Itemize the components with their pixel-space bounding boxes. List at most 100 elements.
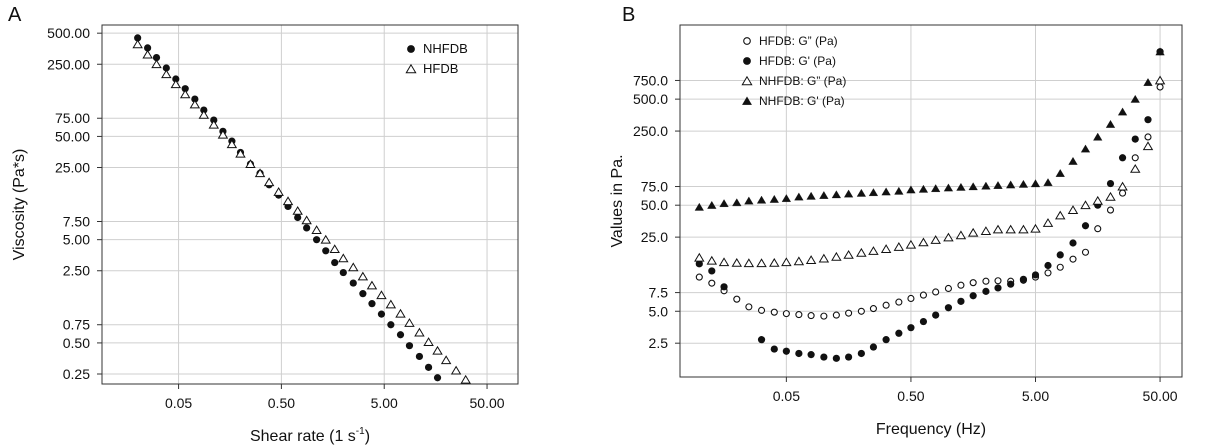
x-axis-label-close: ): [365, 428, 370, 445]
data-point: [144, 44, 152, 52]
data-point: [770, 308, 778, 316]
data-point: [745, 303, 753, 311]
data-point: [955, 230, 967, 240]
y-tick-label: 0.75: [63, 317, 90, 333]
data-point: [731, 257, 743, 267]
data-point: [957, 297, 965, 305]
data-point: [1005, 224, 1016, 234]
data-point: [414, 327, 425, 337]
data-point: [396, 331, 405, 339]
data-point: [1042, 218, 1054, 227]
data-point: [226, 139, 238, 149]
data-point: [387, 321, 395, 329]
legend-marker: [405, 63, 417, 74]
data-point: [806, 191, 816, 200]
data-point: [781, 194, 791, 202]
data-point: [969, 292, 977, 300]
x-axis-label: Shear rate (1 s-1): [250, 426, 370, 445]
data-point: [460, 374, 471, 384]
y-tick-label: 50.00: [55, 128, 90, 144]
data-point: [273, 187, 284, 196]
data-point: [1130, 94, 1140, 103]
data-point: [869, 343, 878, 351]
plot-frame: [679, 24, 1183, 378]
y-tick-label: 750.0: [633, 72, 668, 88]
data-point: [944, 304, 953, 312]
x-tick-label: 5.00: [371, 395, 398, 411]
data-point: [1105, 120, 1116, 128]
data-point: [320, 234, 331, 244]
series-4: [694, 47, 1165, 211]
legend-marker: [743, 57, 751, 65]
data-point: [1056, 263, 1064, 271]
data-point: [968, 182, 978, 191]
data-point: [181, 85, 189, 93]
data-point: [294, 213, 302, 222]
data-point: [1018, 179, 1029, 188]
series-1: [695, 83, 1164, 320]
data-point: [1068, 156, 1078, 165]
data-point: [932, 288, 940, 296]
data-point: [832, 354, 840, 362]
data-point: [450, 365, 462, 375]
data-point: [993, 181, 1003, 189]
y-tick-label: 7.5: [649, 285, 669, 301]
data-point: [895, 298, 903, 306]
data-point: [820, 353, 828, 361]
y-tick-label: 500.0: [633, 91, 668, 107]
data-point: [338, 253, 349, 263]
legend-marker: [743, 37, 751, 45]
data-point: [994, 277, 1002, 285]
data-point: [415, 352, 424, 361]
data-point: [708, 279, 716, 287]
viscosity-chart: 0.05 0.50 5.00 50.00 500.00 250.00 75.00 50.00 2…: [11, 24, 519, 445]
y-axis-label: Viscosity (Pa*s): [11, 149, 28, 261]
data-point: [967, 227, 979, 237]
y-tick-label: 75.00: [55, 110, 90, 126]
data-point: [245, 159, 256, 168]
legend-label: NHFDB: G' (Pa): [759, 94, 845, 108]
data-point: [1142, 141, 1154, 151]
data-point: [980, 226, 992, 236]
modulus-chart: 0.05 0.50 5.00 50.00 750.0 500.0 250.0 75.0 50.0…: [609, 24, 1183, 438]
x-tick-label: 50.00: [470, 395, 505, 411]
data-point: [1030, 179, 1041, 188]
data-point: [708, 267, 716, 275]
legend-marker: [407, 45, 415, 53]
data-point: [301, 215, 312, 225]
data-point: [357, 271, 369, 281]
data-point: [1080, 200, 1091, 210]
data-point: [432, 345, 443, 355]
data-point: [235, 148, 246, 158]
data-point: [1067, 205, 1079, 214]
panel-b-label: B: [622, 4, 636, 26]
data-point: [743, 258, 755, 268]
data-point: [254, 168, 266, 178]
data-point: [856, 188, 866, 197]
data-point: [366, 280, 378, 290]
data-point: [907, 294, 915, 303]
data-point: [744, 196, 754, 205]
data-point: [706, 255, 718, 265]
data-point: [694, 202, 704, 211]
x-axis-label-superscript: -1: [356, 426, 365, 437]
data-point: [918, 237, 929, 247]
y-tick-label: 25.00: [55, 160, 90, 176]
x-tick-label: 0.05: [165, 395, 192, 411]
data-point: [756, 195, 767, 204]
panel-a-label: A: [8, 4, 22, 26]
data-point: [732, 198, 742, 207]
panel-b: B 0.05 0.50 5.00 50.00 750.0 500.0 250.0 75.0 50…: [604, 0, 1208, 447]
data-point: [931, 184, 941, 192]
data-point: [395, 308, 406, 318]
data-point: [1144, 116, 1152, 124]
data-point: [707, 200, 717, 209]
data-point: [303, 224, 311, 232]
data-point: [992, 224, 1004, 234]
data-point: [377, 310, 386, 318]
data-point: [208, 119, 220, 129]
data-point: [982, 287, 990, 295]
data-point: [134, 34, 142, 42]
data-point: [404, 318, 415, 327]
data-point: [919, 317, 928, 326]
